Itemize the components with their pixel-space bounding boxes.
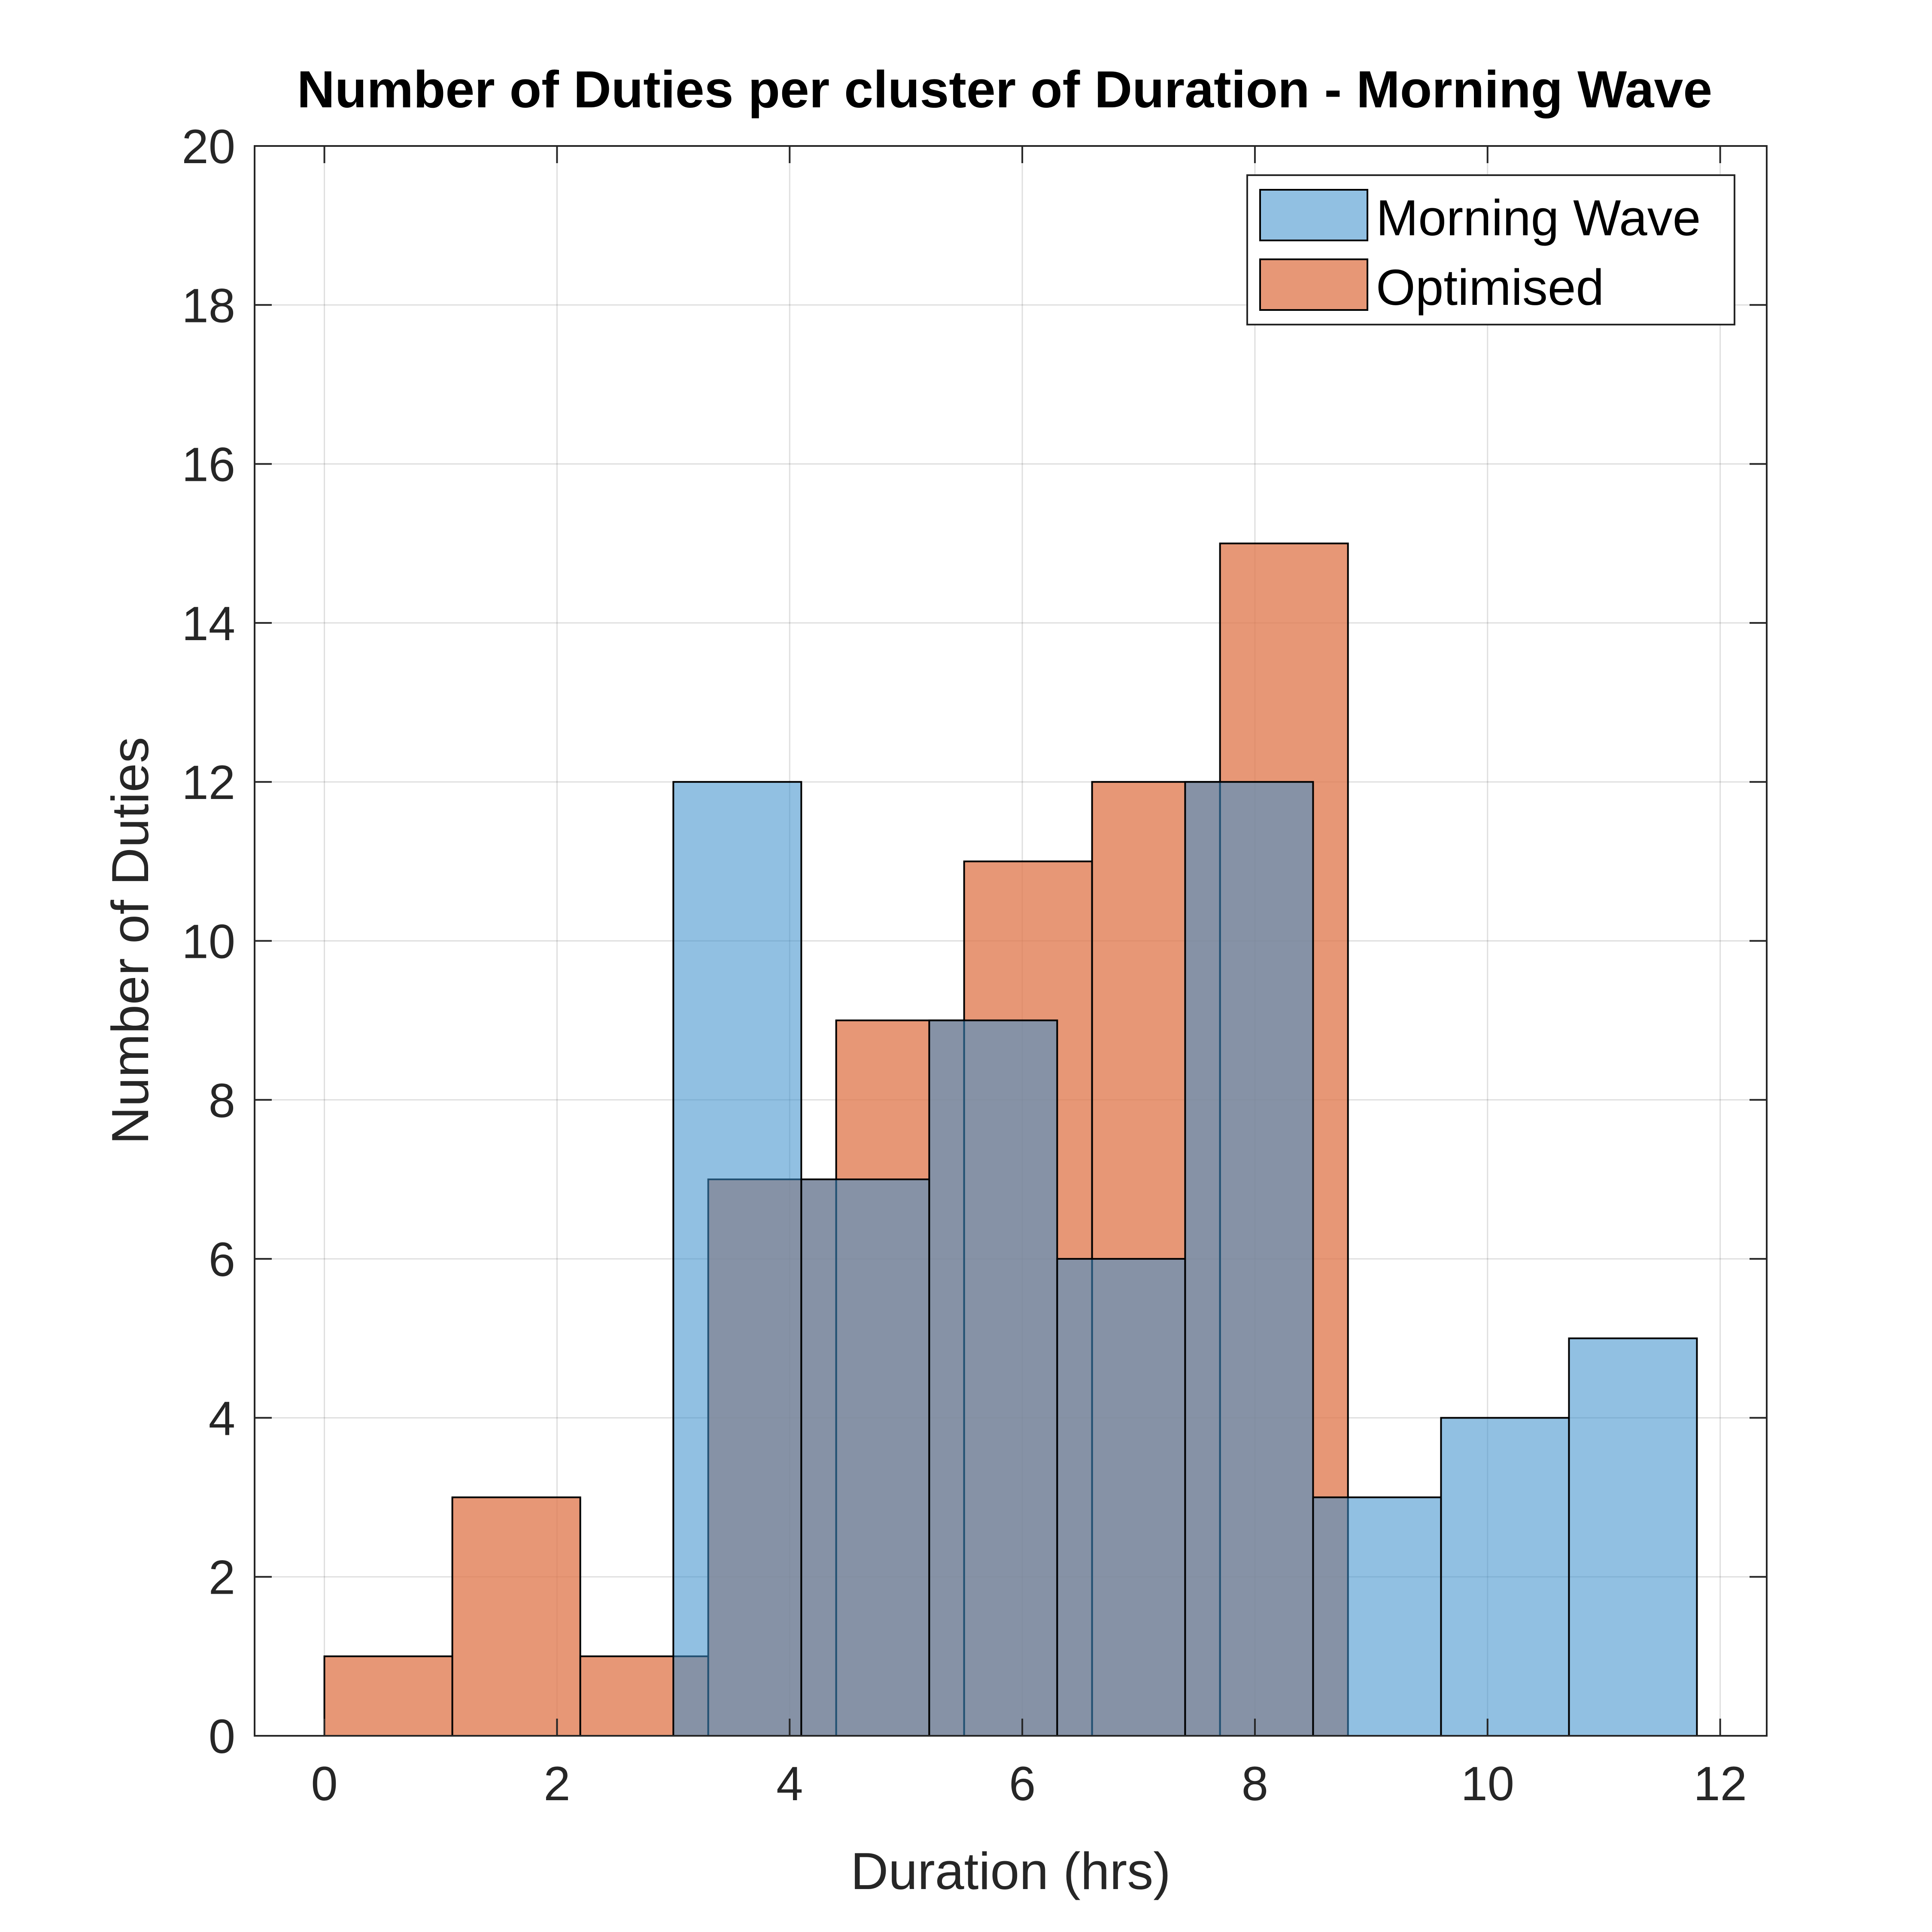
ticks: [255, 145, 1767, 1737]
optimised-bar: [451, 1496, 581, 1737]
y-tick-label: 4: [209, 1391, 235, 1445]
legend-label-optimised: Optimised: [1376, 259, 1604, 316]
legend-swatch-optimised: [1259, 258, 1368, 311]
morning-wave-bar: [800, 1178, 930, 1737]
y-tick-label: 0: [209, 1710, 235, 1763]
tick-labels: 0 2 4 6 8 10 12 0 2 4 6 8 10 12 14 16 18 20: [182, 120, 1747, 1810]
chart-title: Number of Duties per cluster of Duration…: [297, 60, 1713, 118]
morning-wave-bar: [1312, 1496, 1442, 1737]
legend: Morning Wave Optimised: [1246, 174, 1735, 325]
y-tick-label: 14: [182, 597, 235, 650]
x-axis-label: Duration (hrs): [851, 1842, 1171, 1900]
x-tick-label: 0: [311, 1757, 337, 1810]
y-tick-label: 16: [182, 438, 235, 492]
morning-wave-bar: [1568, 1337, 1698, 1737]
y-tick-label: 10: [182, 915, 235, 969]
x-tick-label: 10: [1461, 1757, 1514, 1810]
legend-swatch-morning-wave: [1259, 189, 1368, 241]
x-tick-label: 4: [776, 1757, 803, 1810]
x-tick-label: 8: [1242, 1757, 1268, 1810]
y-tick-label: 8: [209, 1074, 235, 1127]
y-tick-label: 18: [182, 279, 235, 332]
x-tick-label: 6: [1009, 1757, 1036, 1810]
y-tick-label: 6: [209, 1233, 235, 1286]
morning-wave-bar: [1056, 1258, 1186, 1737]
y-tick-label: 2: [209, 1551, 235, 1604]
morning-wave-bar: [928, 1019, 1058, 1737]
optimised-bar: [323, 1655, 453, 1737]
legend-label-morning-wave: Morning Wave: [1376, 190, 1701, 246]
y-tick-label: 12: [182, 756, 235, 809]
bars: [323, 542, 1698, 1737]
y-tick-label: 20: [182, 120, 235, 173]
morning-wave-bar: [1440, 1417, 1570, 1737]
x-tick-label: 12: [1693, 1757, 1747, 1810]
x-tick-label: 2: [544, 1757, 570, 1810]
morning-wave-bar: [672, 781, 802, 1737]
y-axis-label: Number of Duties: [101, 737, 159, 1144]
morning-wave-bar: [1184, 781, 1314, 1737]
